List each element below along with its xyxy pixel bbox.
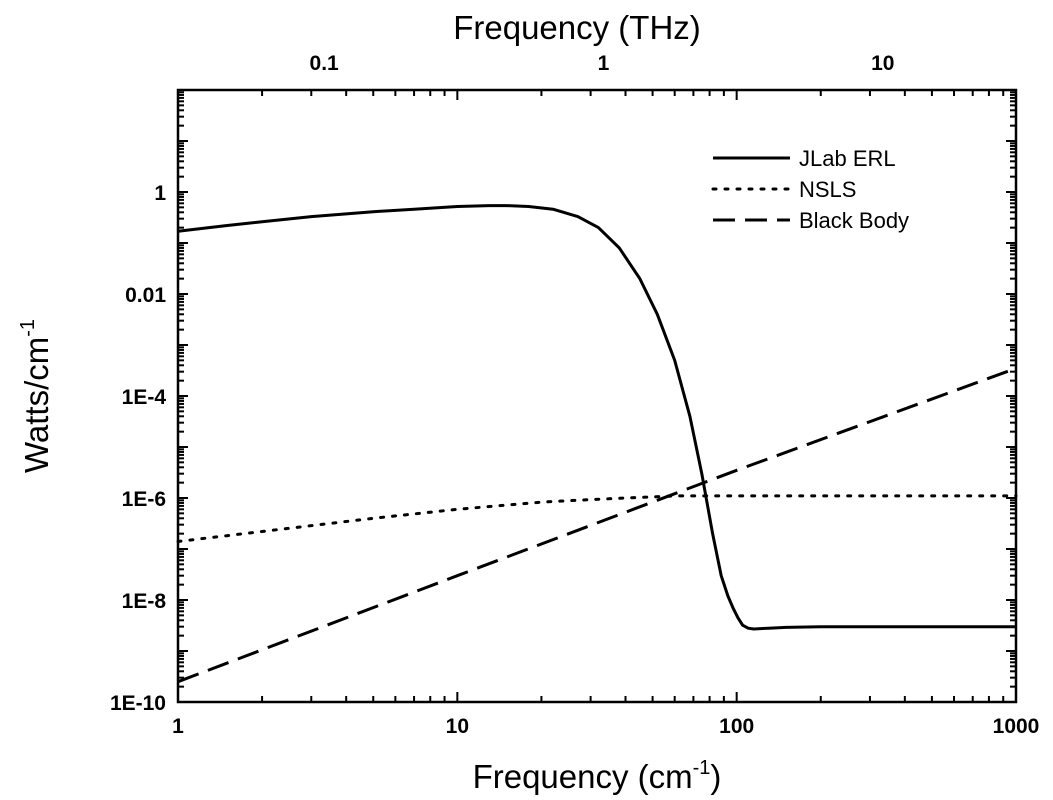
legend-label: Black Body [799, 208, 909, 233]
tick-marks [177, 90, 1017, 703]
x-tick-label: 1000 [993, 715, 1040, 738]
y-tick-label: 1E-6 [122, 488, 166, 511]
y-tick-label: 1E-10 [110, 692, 166, 715]
legend-label: NSLS [799, 177, 856, 202]
y-tick-label: 1E-4 [122, 386, 167, 409]
y-tick-label: 1E-8 [122, 590, 167, 613]
x2-tick-label: 0.1 [310, 52, 340, 75]
x-axis-title: Frequency (cm-1) [473, 757, 722, 795]
x2-tick-label: 1 [598, 52, 610, 75]
y-axis-title: Watts/cm-1 [17, 319, 55, 473]
x2-axis-title: Frequency (THz) [453, 9, 701, 46]
legend: JLab ERL NSLS Black Body [711, 146, 909, 233]
x-tick-label: 10 [446, 715, 469, 738]
plot-frame [176, 88, 1018, 704]
x-tick-label: 100 [719, 715, 754, 738]
x-tick-label: 1 [172, 715, 184, 738]
x-axis-title-superscript: -1 [693, 757, 711, 779]
series-line-2 [177, 366, 1017, 684]
y-tick-label: 1 [154, 182, 166, 205]
series-layer [176, 204, 1018, 684]
y-axis-title-superscript: -1 [17, 319, 39, 337]
x-axis-title-end: ) [710, 758, 721, 795]
series-line-1 [176, 494, 1018, 543]
series-line-0 [177, 204, 1016, 631]
tick-labels: 1 10 100 1000 1E-10 1E-8 1E-6 1E-4 0.01 1 0.1 1 10 [110, 52, 1039, 738]
x2-tick-label: 10 [871, 52, 894, 75]
legend-label: JLab ERL [799, 146, 896, 171]
y-tick-label: 0.01 [125, 284, 166, 307]
